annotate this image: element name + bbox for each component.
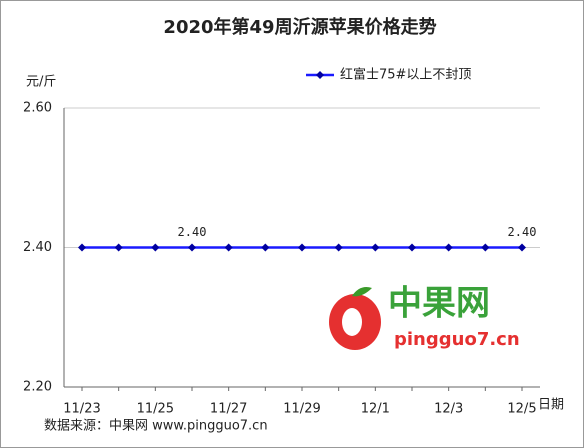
x-tick-label: 12/5 [507, 402, 536, 417]
watermark: 中果网 pingguo7.cn [329, 284, 520, 350]
x-tick-label: 11/23 [63, 402, 100, 417]
y-tick-label: 2.60 [23, 101, 52, 116]
watermark-url: pingguo7.cn [394, 329, 520, 350]
apple-leaf [352, 287, 372, 297]
x-tick-label: 11/27 [210, 402, 247, 417]
x-tick-label: 12/3 [434, 402, 463, 417]
marker [188, 243, 196, 252]
marker [78, 243, 86, 252]
marker [151, 243, 160, 252]
marker [261, 243, 270, 252]
legend-marker [316, 71, 324, 79]
x-tick-label: 11/25 [137, 402, 174, 417]
marker [224, 243, 233, 252]
marker [114, 243, 123, 252]
y-tick-label: 2.20 [23, 380, 52, 395]
chart-title: 2020年第49周沂源苹果价格走势 [163, 16, 436, 38]
marker [408, 243, 416, 252]
marker [481, 243, 490, 252]
marker [444, 243, 453, 252]
data-label: 2.40 [178, 225, 207, 239]
y-tick-label: 2.40 [23, 240, 52, 255]
source: 数据来源：中果网 www.pingguo7.cn [44, 419, 268, 434]
x-tick-label: 11/29 [283, 402, 320, 417]
marker [334, 243, 343, 252]
y-axis-label: 元/斤 [26, 75, 56, 90]
x-tick-label: 12/1 [361, 402, 390, 417]
marker [518, 243, 526, 252]
x-axis-label: 日期 [538, 398, 564, 413]
data-label: 2.40 [508, 225, 537, 239]
watermark-name: 中果网 [388, 284, 490, 324]
apple-icon-hole [342, 308, 362, 336]
marker [371, 243, 380, 252]
legend-label: 红富士75#以上不封顶 [340, 67, 471, 83]
marker [298, 243, 306, 252]
